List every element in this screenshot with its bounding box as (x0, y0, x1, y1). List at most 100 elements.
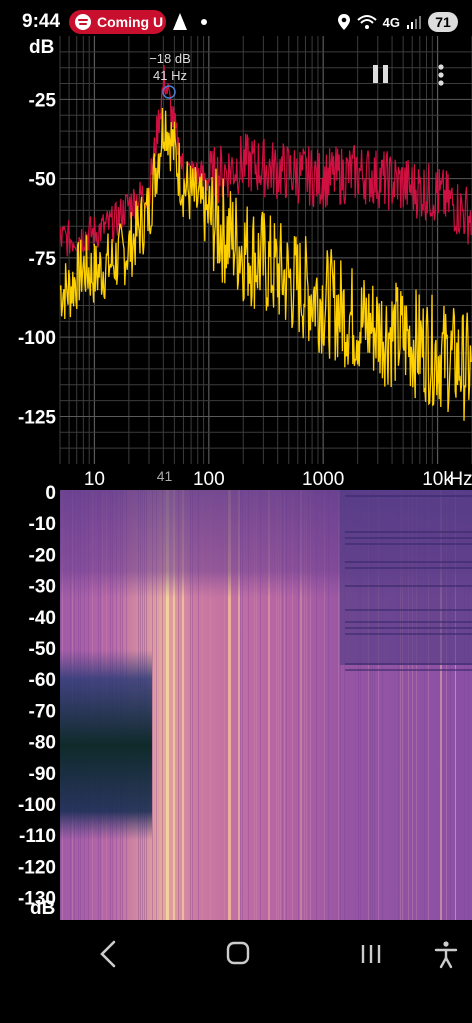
spectrogram-band (345, 495, 472, 497)
spectrogram-line (306, 490, 307, 920)
spectrogram-line (468, 490, 469, 920)
spectrogram-y-tick: -20 (29, 545, 56, 566)
spectrogram-line (338, 490, 339, 920)
spectrogram-line (340, 490, 341, 920)
spectrogram-y-tick: -110 (19, 826, 56, 847)
spectrogram-line (278, 490, 279, 920)
spotify-icon (75, 14, 91, 30)
peak-marker[interactable] (162, 85, 176, 99)
spectrogram-line (152, 490, 153, 920)
spectrogram-line (190, 490, 191, 920)
spectrum-y-tick: -25 (29, 90, 57, 111)
spectrogram-y-tick: -40 (29, 608, 56, 629)
system-icons: 4G 71 (337, 10, 458, 34)
spectrogram-line (328, 490, 329, 920)
spectrogram-line (162, 490, 163, 920)
status-bar: 9:44 Coming U 4G 71 (0, 0, 472, 44)
spectrogram-quiet-band (340, 490, 472, 665)
spectrogram-bright-line (300, 490, 302, 920)
spectrum-x-tick: 10k (422, 469, 453, 490)
spectrogram-dark-region (60, 650, 152, 840)
spectrogram-line (248, 490, 249, 920)
spectrogram-line (398, 490, 399, 920)
notification-chip-label: Coming U (97, 14, 164, 30)
spectrogram-line (382, 490, 383, 920)
spectrogram-band (345, 609, 472, 611)
pause-button[interactable] (366, 60, 396, 90)
spectrogram-y-tick: -70 (29, 701, 56, 722)
spectrum-x-tick: 100 (193, 469, 225, 490)
signal-icon (407, 16, 421, 29)
spectrum-y-tick: -50 (29, 170, 56, 191)
spectrogram-line (402, 490, 403, 920)
spectrogram-line (158, 490, 159, 920)
spectrogram-line (210, 490, 211, 920)
spectrogram-band (345, 561, 472, 563)
spectrum-unit-label: dB (29, 37, 54, 58)
spectrogram-bright-line (268, 490, 270, 920)
back-icon (100, 940, 116, 968)
home-button[interactable] (218, 934, 258, 974)
spectrogram-bright-line (173, 490, 175, 920)
spectrum-y-tick: -125 (18, 407, 56, 428)
spectrogram-line (276, 490, 277, 920)
accessibility-icon (434, 941, 458, 969)
spectrogram-line (360, 490, 361, 920)
wifi-icon (356, 15, 377, 29)
spectrogram-line (282, 490, 283, 920)
spectrogram-bright-line (228, 490, 231, 920)
spotify-notification-chip[interactable]: Coming U (69, 10, 166, 34)
spectrogram-y-tick: -120 (18, 857, 56, 878)
spectrum-x-tick: 1000 (302, 469, 344, 490)
overflow-menu-button[interactable] (428, 60, 454, 90)
spectrogram-line (368, 490, 369, 920)
spectrogram-line (324, 490, 325, 920)
spectrogram-y-tick: -90 (29, 764, 56, 785)
spectrogram-y-tick: -60 (29, 670, 56, 691)
spectrogram-line (170, 490, 171, 920)
spectrum-y-axis: -25 -50 -75 -100 -125 (18, 90, 56, 428)
spectrogram-line (344, 490, 345, 920)
spectrogram-line (186, 490, 187, 920)
spectrogram-line (284, 490, 285, 920)
spectrogram-y-tick: -80 (29, 733, 56, 754)
spectrogram-line (198, 490, 199, 920)
spectrogram-line (370, 490, 371, 920)
spectrogram-line (242, 490, 243, 920)
spectrogram-band (345, 663, 472, 665)
spectrogram-line (178, 490, 179, 920)
spectrogram-line (416, 490, 417, 920)
peak-frequency-readout: 41 Hz (153, 68, 187, 83)
pause-icon (373, 65, 388, 83)
spectrogram-band (345, 669, 472, 671)
spectrogram-band (345, 627, 472, 629)
peak-frequency-tick: 41 (157, 468, 173, 484)
spectrogram-y-tick: -30 (29, 577, 56, 598)
live-spectrum-trace (60, 107, 472, 421)
spectrogram-line (464, 490, 465, 920)
network-type: 4G (382, 14, 400, 30)
accessibility-button[interactable] (426, 934, 466, 974)
spectrogram-y-tick: 0 (45, 483, 56, 504)
navigation-bar (0, 920, 472, 1023)
spectrogram-band (345, 531, 472, 533)
spectrogram-bright-line (166, 490, 169, 920)
spectrogram-unit-label: dB (30, 898, 55, 919)
clock: 9:44 (22, 11, 61, 32)
spectrogram[interactable] (60, 490, 472, 920)
back-button[interactable] (88, 934, 128, 974)
spectrogram-line (292, 490, 293, 920)
spectrogram-band (345, 633, 472, 635)
spectrogram-line (192, 490, 193, 920)
spectrogram-y-axis: 0 -10 -20 -30 -40 -50 -60 -70 -80 -90 -100 -110 -120… (18, 483, 56, 910)
spectrogram-bright-line (182, 490, 184, 920)
battery-indicator: 71 (428, 12, 458, 32)
peak-hold-trace (60, 64, 472, 257)
spectrogram-line (280, 490, 281, 920)
spectrogram-bright-line (455, 490, 456, 920)
location-icon (337, 14, 350, 30)
recents-button[interactable] (352, 934, 392, 974)
spectrogram-y-tick: -100 (18, 795, 56, 816)
spectrum-grid (59, 36, 472, 464)
